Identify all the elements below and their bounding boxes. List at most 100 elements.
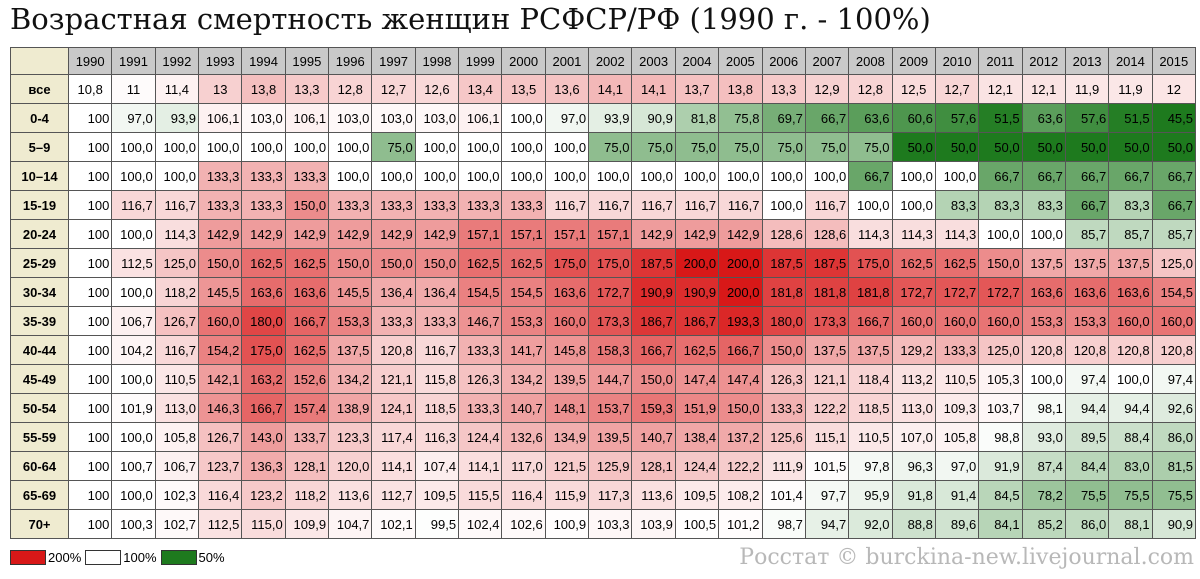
cell: 150,0 bbox=[631, 364, 676, 394]
cell: 97,4 bbox=[1064, 364, 1110, 394]
cell: 116,7 bbox=[718, 190, 763, 220]
cell: 200,0 bbox=[674, 248, 720, 278]
cell: 117,3 bbox=[588, 480, 633, 510]
row: 25-29 100 112,5 125,0 150,0 162,5 162,5 150,0 15… bbox=[10, 248, 1197, 278]
cell: 12,1 bbox=[978, 74, 1023, 104]
cell: 187,5 bbox=[631, 248, 676, 278]
cell: 120,8 bbox=[1021, 335, 1066, 365]
cell: 89,5 bbox=[1064, 422, 1110, 452]
cell: 142,9 bbox=[674, 219, 720, 249]
cell: 172,7 bbox=[934, 277, 980, 307]
cell: 144,7 bbox=[588, 364, 633, 394]
cell: 93,0 bbox=[1021, 422, 1066, 452]
cell: 104,7 bbox=[328, 509, 373, 539]
cell: 100 bbox=[67, 219, 113, 249]
cell: 163,2 bbox=[241, 364, 286, 394]
legend-label: 100% bbox=[123, 550, 157, 565]
cell: 150,0 bbox=[718, 393, 763, 423]
cell: 133,3 bbox=[371, 190, 416, 220]
cell: 136,4 bbox=[371, 277, 416, 307]
cell: 101,4 bbox=[761, 480, 806, 510]
cell: 100 bbox=[67, 132, 113, 162]
cell: 145,5 bbox=[328, 277, 373, 307]
cell: 181,8 bbox=[804, 277, 850, 307]
cell: 100,0 bbox=[154, 132, 200, 162]
cell: 100,0 bbox=[761, 190, 806, 220]
legend-swatch bbox=[85, 550, 122, 565]
cell: 100,0 bbox=[111, 219, 156, 249]
column-header: 1998 bbox=[414, 47, 460, 75]
cell: 151,9 bbox=[674, 393, 720, 423]
cell: 107,0 bbox=[891, 422, 936, 452]
cell: 83,3 bbox=[1108, 190, 1153, 220]
cell: 166,7 bbox=[241, 393, 286, 423]
cell: 105,8 bbox=[934, 422, 980, 452]
cell: 102,3 bbox=[154, 480, 200, 510]
row: 60-64 100 100,7 106,7 123,7 136,3 128,1 120,0 11… bbox=[10, 451, 1197, 481]
cell: 106,1 bbox=[458, 103, 503, 133]
cell: 100,0 bbox=[458, 132, 503, 162]
row-label: 35-39 bbox=[10, 306, 69, 336]
cell: 13,3 bbox=[761, 74, 806, 104]
cell: 66,7 bbox=[1021, 161, 1066, 191]
row-label: 0-4 bbox=[10, 103, 69, 133]
cell: 116,7 bbox=[111, 190, 156, 220]
cell: 10,8 bbox=[67, 74, 113, 104]
cell: 132,6 bbox=[501, 422, 546, 452]
column-header: 1995 bbox=[284, 47, 330, 75]
cell: 13,5 bbox=[501, 74, 546, 104]
cell: 100,0 bbox=[458, 161, 503, 191]
cell: 138,4 bbox=[674, 422, 720, 452]
column-header: 2001 bbox=[544, 47, 590, 75]
cell: 153,3 bbox=[501, 306, 546, 336]
cell: 187,5 bbox=[761, 248, 806, 278]
cell: 116,7 bbox=[804, 190, 850, 220]
row-label: 65-69 bbox=[10, 480, 69, 510]
cell: 50,0 bbox=[1108, 132, 1153, 162]
cell: 137,5 bbox=[804, 335, 850, 365]
cell: 91,8 bbox=[891, 480, 936, 510]
cell: 100,0 bbox=[544, 132, 590, 162]
column-header: 1997 bbox=[371, 47, 416, 75]
row-label: 15-19 bbox=[10, 190, 69, 220]
cell: 100 bbox=[67, 190, 113, 220]
cell: 150,0 bbox=[198, 248, 243, 278]
column-header: 1999 bbox=[458, 47, 503, 75]
cell: 110,5 bbox=[154, 364, 200, 394]
cell: 99,5 bbox=[414, 509, 460, 539]
cell: 128,6 bbox=[761, 219, 806, 249]
cell: 162,5 bbox=[284, 335, 330, 365]
cell: 96,3 bbox=[891, 451, 936, 481]
cell: 100,0 bbox=[761, 161, 806, 191]
legend-label: 200% bbox=[48, 550, 82, 565]
cell: 100,0 bbox=[111, 422, 156, 452]
cell: 157,1 bbox=[501, 219, 546, 249]
cell: 105,3 bbox=[978, 364, 1023, 394]
cell: 158,3 bbox=[588, 335, 633, 365]
cell: 200,0 bbox=[718, 277, 763, 307]
column-header: 1990 bbox=[67, 47, 113, 75]
cell: 100,0 bbox=[544, 161, 590, 191]
cell: 133,3 bbox=[934, 335, 980, 365]
cell: 133,3 bbox=[458, 335, 503, 365]
legend-label: 50% bbox=[198, 550, 225, 565]
cell: 109,5 bbox=[674, 480, 720, 510]
cell: 103,0 bbox=[414, 103, 460, 133]
cell: 75,8 bbox=[718, 103, 763, 133]
cell: 106,1 bbox=[284, 103, 330, 133]
cell: 100,0 bbox=[588, 161, 633, 191]
cell: 51,5 bbox=[1108, 103, 1153, 133]
cell: 100,0 bbox=[241, 132, 286, 162]
cell: 87,4 bbox=[1021, 451, 1066, 481]
cell: 172,7 bbox=[588, 277, 633, 307]
column-header: 2010 bbox=[934, 47, 980, 75]
cell: 125,0 bbox=[154, 248, 200, 278]
row: 45-49 100 100,0 110,5 142,1 163,2 152,6 134,2 12… bbox=[10, 364, 1197, 394]
cell: 94,7 bbox=[804, 509, 850, 539]
cell: 147,4 bbox=[674, 364, 720, 394]
cell: 93,9 bbox=[588, 103, 633, 133]
row: 35-39 100 106,7 126,7 160,0 180,0 166,7 153,3 13… bbox=[10, 306, 1197, 336]
cell: 101,2 bbox=[718, 509, 763, 539]
cell: 100,0 bbox=[111, 277, 156, 307]
